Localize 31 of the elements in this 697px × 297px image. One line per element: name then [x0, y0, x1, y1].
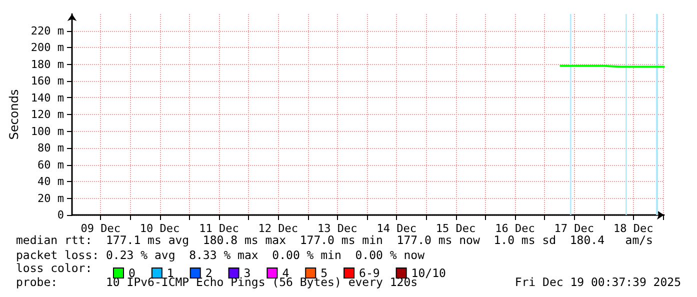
y-tick-label: 100 m	[30, 124, 64, 138]
x-tick-label: 16 Dec	[495, 222, 535, 235]
y-tick-label: 0	[57, 208, 64, 222]
y-tick-label: 120 m	[30, 108, 64, 121]
text: Fri Dec 19 00:37:39 2025	[514, 275, 682, 289]
text: packet loss: 0.23 % avg 8.33 % max 0.00 % min 0.00 % now	[16, 248, 425, 262]
legend-title: loss color:	[16, 261, 92, 275]
y-tick-label: 20 m	[38, 192, 64, 205]
y-tick-label: 200 m	[30, 41, 64, 54]
x-tick-label: 15 Dec	[436, 222, 476, 235]
legend-label: 6-9	[359, 266, 380, 280]
y-tick-label: 80 m	[38, 142, 64, 154]
legend-label: 10/10	[411, 266, 446, 280]
y-tick-label: 60 m	[38, 158, 64, 172]
legend-label: 5	[320, 266, 328, 280]
x-tick-label: 18 Dec	[614, 222, 654, 235]
x-tick-label: 10 Dec	[140, 222, 180, 235]
y-tick-label: 180 m	[30, 58, 64, 71]
y-tick-label: 220 m	[30, 24, 64, 38]
text: median rtt: 177.1 ms avg 180.8 ms max 177.0 ms min 177.0 ms now 1.0 ms sd 180.4 am/s	[16, 233, 653, 247]
y-tick-label: 40 m	[38, 175, 64, 188]
x-tick-label: 09 Dec	[80, 222, 120, 235]
y-tick-label: 160 m	[30, 74, 64, 88]
y-axis-title: Seconds	[7, 89, 21, 140]
x-tick-label: 13 Dec	[318, 222, 358, 235]
x-tick-label: 11 Dec	[199, 222, 239, 235]
x-tick-label: 14 Dec	[376, 222, 416, 235]
y-tick-label: 140 m	[30, 91, 64, 104]
x-tick-label: 12 Dec	[258, 222, 298, 235]
legend-label: 3	[244, 266, 251, 280]
x-tick-label: 17 Dec	[554, 222, 594, 235]
